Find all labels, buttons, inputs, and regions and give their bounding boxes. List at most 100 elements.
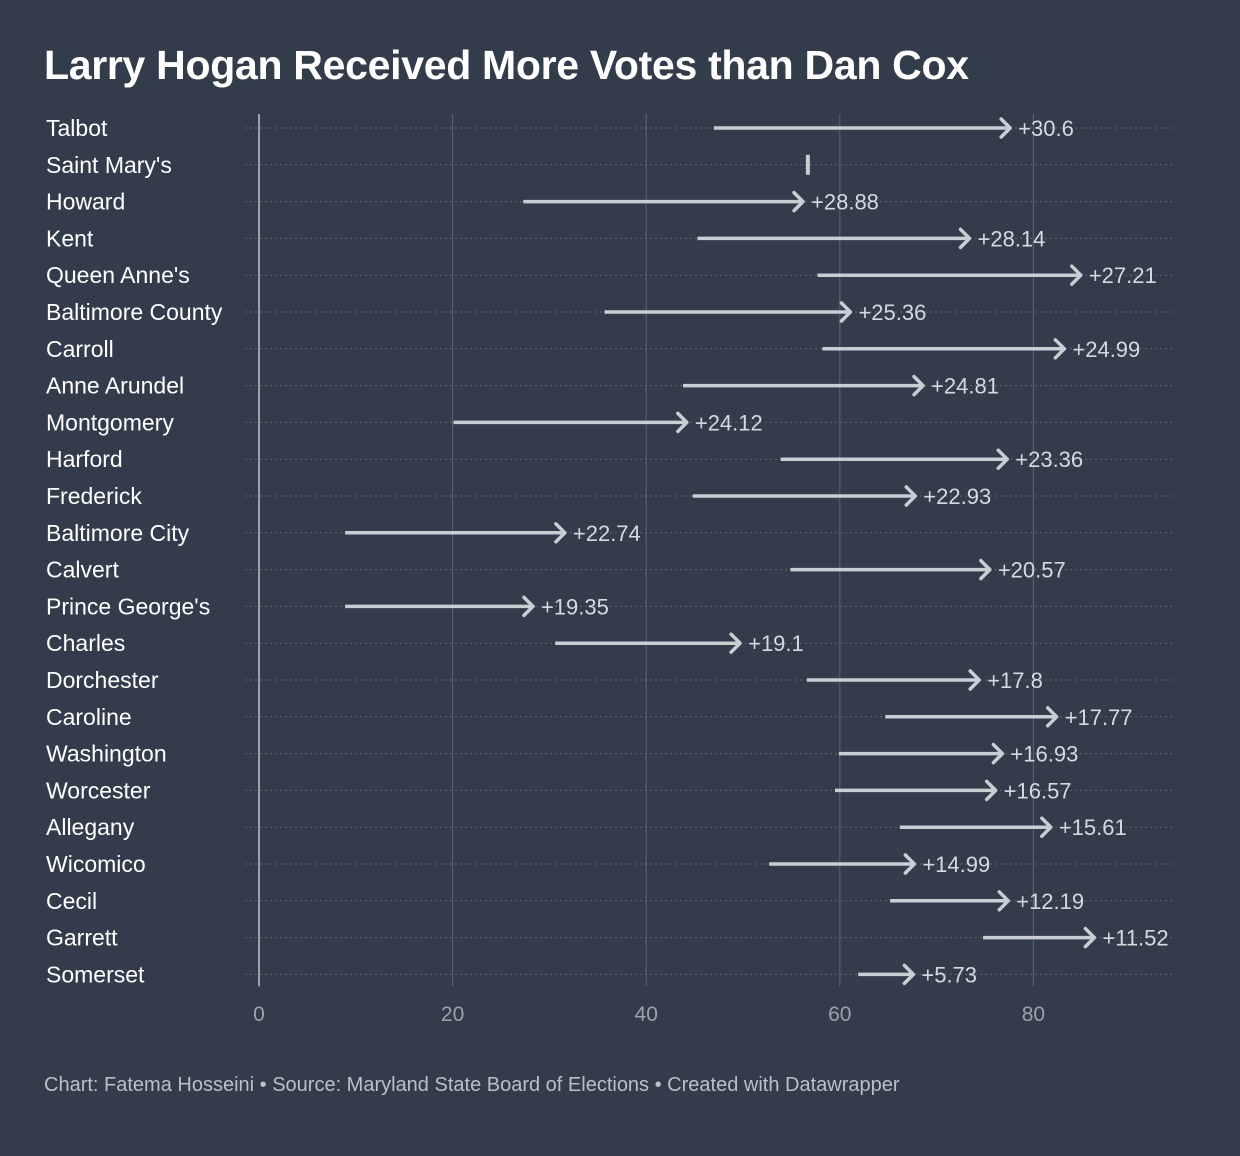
category-label: Worcester (46, 777, 151, 803)
range-arrow (523, 190, 805, 213)
value-label: +17.8 (987, 668, 1043, 693)
value-label: +27.21 (1089, 263, 1157, 288)
range-arrow (692, 485, 918, 507)
x-tick-label: 0 (253, 1003, 265, 1026)
grid-layer (245, 114, 1172, 987)
arrow-head (1045, 706, 1059, 728)
arrow-head (958, 227, 972, 250)
arrow-head (912, 374, 925, 397)
category-label: Cecil (46, 888, 97, 914)
x-tick-label: 40 (635, 1003, 658, 1026)
range-arrow (983, 926, 1097, 949)
range-arrow (790, 558, 992, 581)
category-label: Charles (46, 630, 125, 656)
arrow-head (522, 595, 535, 618)
range-arrow (806, 669, 981, 691)
category-label: Queen Anne's (46, 262, 190, 288)
category-label: Saint Mary's (46, 152, 172, 178)
value-label: +17.77 (1065, 705, 1133, 730)
arrow-head (904, 485, 918, 507)
value-label: +14.99 (922, 852, 990, 877)
category-label: Prince George's (46, 593, 210, 619)
value-label: +19.35 (541, 594, 609, 619)
arrow-head (997, 890, 1010, 912)
category-label: Wicomico (46, 851, 146, 877)
arrow-head (676, 411, 689, 434)
category-label: Carroll (46, 336, 114, 362)
category-label: Allegany (46, 814, 135, 840)
value-label: +24.12 (695, 410, 763, 435)
category-label: Harford (46, 446, 123, 472)
category-label: Montgomery (46, 409, 174, 435)
value-label: +11.52 (1102, 926, 1168, 951)
arrow-head (792, 190, 805, 213)
value-label: +19.1 (748, 631, 804, 656)
range-arrow (780, 448, 1010, 470)
value-label: +28.88 (811, 190, 879, 215)
value-label: +15.61 (1059, 815, 1127, 840)
arrow-head (729, 632, 742, 654)
chart-footer: Chart: Fatema Hosseini • Source: Marylan… (44, 1074, 900, 1096)
range-arrow (682, 374, 925, 397)
value-label: +25.36 (858, 300, 926, 325)
arrow-head (1070, 264, 1083, 286)
category-label: Frederick (46, 483, 142, 509)
arrow-head (984, 779, 998, 802)
arrow-head (1040, 816, 1053, 838)
arrow-head (903, 853, 917, 875)
range-arrow (899, 816, 1053, 838)
rows-layer: Talbot +30.6 Saint Mary's Howard +28.88 Kent +… (46, 115, 1169, 987)
category-label: Washington (46, 741, 167, 767)
category-label: Baltimore County (46, 299, 223, 325)
value-label: +16.57 (1004, 778, 1072, 803)
value-label: +22.74 (573, 521, 641, 546)
arrow-head (1083, 926, 1097, 949)
x-tick-label: 80 (1022, 1003, 1045, 1026)
arrow-head (999, 117, 1012, 139)
value-label: +12.19 (1016, 889, 1084, 914)
category-label: Anne Arundel (46, 373, 184, 399)
range-arrow (822, 338, 1067, 360)
x-tick-label: 20 (441, 1003, 464, 1026)
arrow-head (554, 522, 567, 544)
chart-title: Larry Hogan Received More Votes than Dan… (44, 42, 969, 88)
range-arrow (604, 301, 853, 323)
range-arrow (345, 522, 567, 544)
arrow-head (902, 963, 916, 986)
category-label: Calvert (46, 557, 119, 583)
range-arrow (890, 890, 1010, 912)
category-label: Howard (46, 189, 125, 215)
value-label: +22.93 (923, 484, 991, 509)
range-arrow (555, 632, 742, 654)
arrow-head (968, 669, 981, 691)
range-arrow (834, 779, 998, 802)
category-label: Baltimore City (46, 520, 190, 546)
value-label: +23.36 (1015, 447, 1083, 472)
range-arrow (838, 742, 1005, 765)
value-label: +30.6 (1018, 116, 1074, 141)
range-arrow (769, 853, 917, 875)
category-label: Caroline (46, 704, 132, 730)
range-arrow (885, 706, 1059, 728)
x-tick-label: 60 (828, 1003, 851, 1026)
arrow-head (979, 558, 992, 581)
value-label: +16.93 (1010, 742, 1078, 767)
arrow-head (991, 742, 1005, 765)
value-label: +20.57 (998, 558, 1066, 583)
x-axis: 0 20 40 60 80 (253, 1003, 1045, 1026)
range-arrow (453, 411, 689, 434)
range-arrow (858, 963, 916, 986)
arrow-head (996, 448, 1010, 470)
category-label: Kent (46, 225, 94, 251)
value-label: +5.73 (921, 962, 977, 987)
value-label: +24.99 (1072, 337, 1140, 362)
arrow-head (839, 301, 853, 323)
category-label: Garrett (46, 925, 118, 951)
category-label: Talbot (46, 115, 108, 141)
range-arrow (817, 264, 1083, 286)
range-arrow (345, 595, 535, 618)
arrow-head (1053, 338, 1067, 360)
category-label: Somerset (46, 961, 145, 987)
range-arrow (697, 227, 972, 250)
